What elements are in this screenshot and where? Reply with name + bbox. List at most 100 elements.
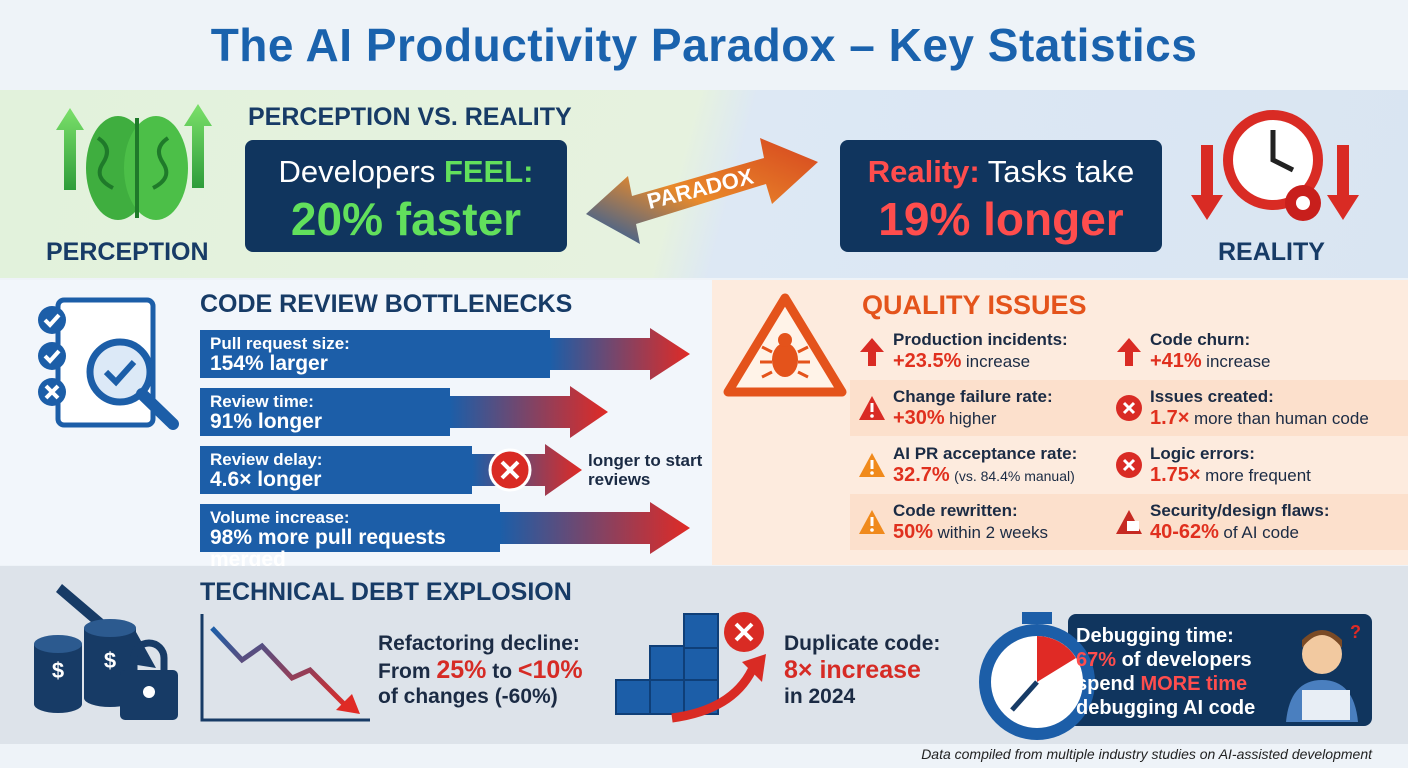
perception-heading: PERCEPTION VS. REALITY bbox=[248, 103, 572, 131]
issue-text: higher bbox=[949, 408, 997, 428]
debugging-highlight: MORE time bbox=[1140, 673, 1248, 695]
bottleneck-bar: Volume increase: 98% more pull requests m… bbox=[200, 504, 500, 570]
issue-icon bbox=[1116, 510, 1142, 534]
issue-stat: 32.7% bbox=[893, 463, 950, 486]
refactoring-mid: to bbox=[492, 660, 513, 684]
issue-stat-line: 1.7× more than human code bbox=[1150, 407, 1400, 430]
issue-stat-line: +30% higher bbox=[893, 407, 1143, 430]
bottleneck-label: Review delay: bbox=[210, 450, 323, 469]
issue-stat-line: 40-62% of AI code bbox=[1150, 521, 1400, 544]
debugging-pre2: spend bbox=[1076, 673, 1135, 695]
paradox-arrow: PARADOX bbox=[586, 138, 818, 244]
reality-box: Reality: Tasks take 19% longer bbox=[840, 140, 1162, 252]
debugging-text: Debugging time: 67% of developers spend … bbox=[1076, 624, 1255, 720]
bottleneck-value: 98% more pull requests merged bbox=[210, 525, 446, 571]
bottleneck-value: 154% larger bbox=[210, 351, 328, 375]
issue-stat: 40-62% bbox=[1150, 520, 1219, 543]
debugging-stat: 67% bbox=[1076, 649, 1117, 671]
issue-icon bbox=[1117, 338, 1141, 366]
bottleneck-bar: Pull request size: 154% larger bbox=[200, 330, 550, 378]
refactoring-post: of changes (-60%) bbox=[378, 684, 558, 708]
reality-stat: 19% longer bbox=[878, 193, 1124, 245]
issue-stat: +23.5% bbox=[893, 349, 962, 372]
perception-label: PERCEPTION bbox=[46, 238, 209, 266]
quality-issue: Code rewritten: 50% within 2 weeks bbox=[893, 501, 1143, 544]
issue-label: Issues created: bbox=[1150, 387, 1274, 406]
checklist-icon bbox=[38, 297, 179, 430]
duplicate-stat: 8× increase bbox=[784, 656, 921, 685]
debt-icons: $ $ bbox=[34, 584, 370, 722]
issue-text: more frequent bbox=[1205, 465, 1311, 485]
issue-text: increase bbox=[965, 351, 1031, 371]
bottleneck-arrows bbox=[450, 328, 690, 554]
blocks-icon bbox=[615, 612, 766, 723]
issue-stat-line: 32.7% (vs. 84.4% manual) bbox=[893, 464, 1143, 487]
footer: Data compiled from multiple industry stu… bbox=[921, 746, 1372, 762]
issue-text: within 2 weeks bbox=[937, 522, 1049, 542]
reality-label: REALITY bbox=[1218, 238, 1325, 266]
review-delay-note: longer to start reviews bbox=[588, 451, 703, 489]
refactoring-to: <10% bbox=[517, 656, 583, 685]
quality-heading: QUALITY ISSUES bbox=[862, 290, 1087, 320]
issue-icon bbox=[1116, 452, 1142, 478]
svg-text:?: ? bbox=[1350, 622, 1361, 642]
clock-icon bbox=[1191, 110, 1359, 221]
issue-stat-line: +41% increase bbox=[1150, 350, 1400, 373]
duplicate-text: Duplicate code: 8× increase in 2024 bbox=[784, 632, 940, 709]
issue-stat: 50% bbox=[893, 520, 934, 543]
quality-issue: Security/design flaws: 40-62% of AI code bbox=[1150, 501, 1400, 544]
feel-box: Developers FEEL: 20% faster bbox=[245, 140, 567, 252]
reality-highlight: Reality: bbox=[867, 154, 980, 189]
duplicate-label: Duplicate code: bbox=[784, 632, 941, 655]
reality-suffix: Tasks take bbox=[987, 154, 1135, 189]
debugging-label: Debugging time: bbox=[1076, 625, 1234, 647]
feel-prefix: Developers bbox=[278, 154, 436, 189]
brain-icon bbox=[56, 104, 212, 220]
bottleneck-label: Pull request size: bbox=[210, 334, 350, 353]
refactoring-text: Refactoring decline: From 25% to <10% of… bbox=[378, 632, 583, 709]
issue-text: (vs. 84.4% manual) bbox=[954, 467, 1075, 484]
issue-label: AI PR acceptance rate: bbox=[893, 444, 1078, 463]
stopwatch-icon bbox=[979, 612, 1095, 740]
issue-label: Change failure rate: bbox=[893, 387, 1053, 406]
svg-text:$: $ bbox=[104, 648, 116, 673]
debugging-line1: of developers bbox=[1121, 649, 1252, 671]
paradox-label: PARADOX bbox=[645, 163, 757, 214]
issue-stat-line: 50% within 2 weeks bbox=[893, 521, 1143, 544]
title: The AI Productivity Paradox – Key Statis… bbox=[210, 19, 1198, 71]
issue-stat: 1.7× bbox=[1150, 406, 1190, 429]
issue-icon bbox=[860, 338, 884, 366]
issue-stat-line: +23.5% increase bbox=[893, 350, 1143, 373]
issue-text: increase bbox=[1206, 351, 1271, 371]
issue-label: Security/design flaws: bbox=[1150, 501, 1330, 520]
refactoring-pre: From bbox=[378, 660, 431, 684]
issue-icon bbox=[859, 453, 885, 477]
issue-label: Logic errors: bbox=[1150, 444, 1255, 463]
bottleneck-bar: Review delay: 4.6× longer bbox=[200, 446, 472, 494]
bottleneck-label: Review time: bbox=[210, 392, 314, 411]
developer-icon: ? bbox=[1286, 622, 1361, 722]
issue-icon bbox=[1116, 395, 1142, 421]
feel-highlight: FEEL: bbox=[443, 154, 534, 189]
code-review-heading: CODE REVIEW BOTTLENECKS bbox=[200, 290, 573, 318]
issue-icon bbox=[859, 510, 885, 534]
issue-text: more than human code bbox=[1193, 408, 1369, 428]
quality-issue: Issues created: 1.7× more than human code bbox=[1150, 387, 1400, 430]
issue-text: of AI code bbox=[1223, 522, 1300, 542]
warning-icon bbox=[723, 293, 847, 397]
duplicate-post: in 2024 bbox=[784, 684, 856, 708]
tech-debt-heading: TECHNICAL DEBT EXPLOSION bbox=[200, 578, 572, 606]
issue-stat: 1.75× bbox=[1150, 463, 1201, 486]
issue-stat-line: 1.75× more frequent bbox=[1150, 464, 1400, 487]
svg-text:$: $ bbox=[52, 658, 64, 683]
issue-label: Code churn: bbox=[1150, 330, 1251, 349]
quality-issue: AI PR acceptance rate: 32.7% (vs. 84.4% m… bbox=[893, 444, 1143, 487]
quality-issue: Code churn: +41% increase bbox=[1150, 330, 1400, 373]
issue-label: Code rewritten: bbox=[893, 501, 1018, 520]
feel-stat: 20% faster bbox=[290, 193, 522, 245]
debugging-line3: debugging AI code bbox=[1076, 697, 1256, 719]
issue-icon bbox=[859, 396, 885, 420]
issue-stat: +30% bbox=[893, 406, 945, 429]
